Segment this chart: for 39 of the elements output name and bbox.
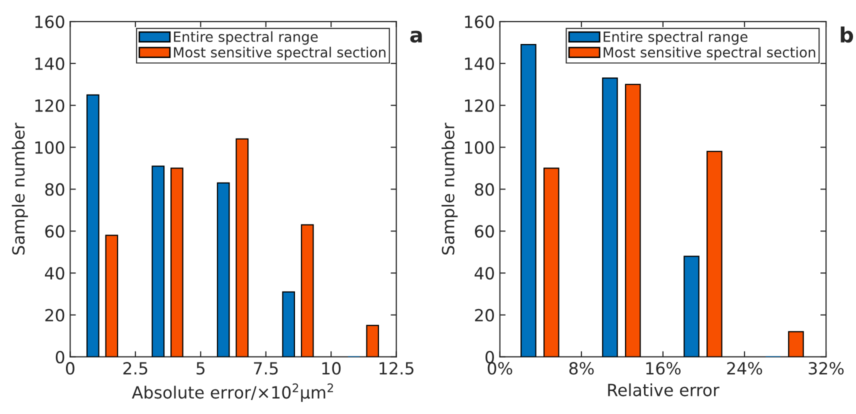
x-tick-label: 8% (569, 362, 594, 375)
text: b (840, 26, 854, 43)
x-axis-title: Relative error (608, 383, 720, 396)
y-tick-label: 160 (35, 15, 64, 28)
y-axis-title: Sample number (442, 122, 458, 255)
y-tick-label: 60 (45, 225, 64, 238)
y-tick-label: 40 (44, 266, 64, 280)
y-tick-label: 120 (35, 99, 64, 112)
y-tick-label: 140 (465, 57, 494, 70)
y-tick-label: 0 (56, 350, 64, 364)
y-tick-label: 100 (35, 141, 64, 154)
y-tick-label: 100 (465, 141, 494, 154)
x-tick-label: 2.5 (123, 362, 148, 375)
legend-label: Entire spectral range (174, 31, 318, 45)
text: a (410, 30, 422, 43)
x-tick-label: 0 (66, 362, 74, 375)
legend-label: Entire spectral range (604, 31, 748, 45)
x-tick-label: 16% (646, 362, 681, 375)
x-tick-label: 0% (488, 362, 512, 375)
y-tick-label: 80 (45, 183, 64, 196)
x-axis-title: Absolute error/×10$^{2}$μm$^{2}$ (132, 383, 333, 402)
y-tick-label: 140 (35, 57, 64, 70)
legend-label: Most sensitive spectral section (604, 46, 816, 60)
legend-label: Most sensitive spectral section (174, 46, 386, 60)
y-tick-label: 20 (475, 308, 494, 322)
y-tick-label: 40 (474, 266, 494, 280)
y-tick-label: 120 (465, 99, 494, 112)
y-tick-label: 60 (475, 225, 494, 238)
x-tick-label: 10 (322, 362, 341, 375)
x-tick-label: 7.5 (254, 362, 278, 375)
y-tick-label: 160 (465, 15, 494, 28)
y-axis-title: Sample number (12, 122, 28, 255)
y-tick-label: 20 (45, 308, 64, 322)
x-tick-label: 32% (808, 362, 844, 375)
y-tick-label: 80 (474, 183, 494, 196)
y-tick-label: 0 (486, 350, 494, 364)
x-tick-label: 12.5 (380, 362, 414, 375)
x-tick-label: 24% (727, 362, 762, 375)
x-tick-label: 5 (196, 362, 204, 375)
